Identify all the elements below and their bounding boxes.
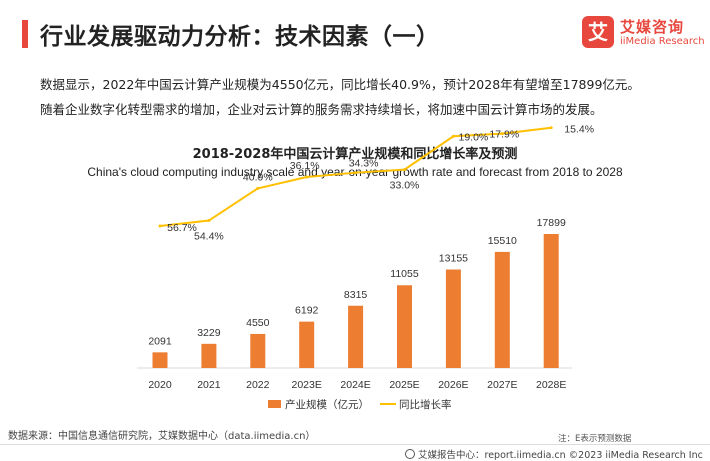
x-tick-2021: 2021: [197, 379, 221, 391]
bar-2023E: [299, 321, 315, 368]
logo-chinese-name: 艾媒咨询: [620, 18, 685, 36]
growth-point-2027E: [500, 132, 504, 136]
line-label-2020: 56.7%: [167, 222, 197, 234]
data-source: 数据来源：中国信息通信研究院，艾媒数据中心（data.iimedia.cn）: [8, 431, 316, 442]
legend-line-label: 同比增长率: [399, 398, 452, 411]
bar-2025E: [397, 285, 412, 368]
line-label-2021: 54.4%: [194, 231, 224, 243]
report-center-icon: [405, 449, 415, 459]
x-tick-2025E: 2025E: [389, 379, 419, 391]
line-label-2023E: 36.1%: [290, 160, 320, 172]
bar-label-2027E: 15510: [488, 235, 517, 247]
title-accent-bar: [22, 20, 28, 48]
line-label-2027E: 17.9%: [489, 129, 519, 141]
footer-copyright: 艾媒报告中心：report.iimedia.cn ©2023 iiMedia R…: [405, 447, 703, 461]
bar-label-2023E: 6192: [295, 305, 319, 317]
bar-label-2028E: 17899: [537, 217, 566, 229]
growth-point-2024E: [354, 171, 358, 175]
forecast-note: 注：E表示预测数据: [558, 434, 632, 444]
growth-point-2026E: [451, 134, 455, 138]
page-title: 行业发展驱动力分析：技术因素（一）: [40, 24, 440, 50]
growth-point-2028E: [549, 126, 553, 130]
x-tick-2027E: 2027E: [487, 379, 517, 391]
x-tick-2020: 2020: [148, 379, 172, 391]
legend-bar-swatch: [268, 400, 281, 408]
x-tick-2024E: 2024E: [340, 379, 370, 391]
bar-label-2021: 3229: [197, 327, 221, 339]
growth-point-2022: [256, 186, 260, 190]
growth-rate-line: [159, 126, 552, 227]
growth-point-2025E: [403, 168, 406, 172]
chart-title: 2018-2028年中国云计算产业规模和同比增长率及预测: [192, 147, 518, 162]
growth-point-2023E: [305, 175, 309, 179]
legend-bar-label: 产业规模（亿元）: [285, 398, 369, 411]
bar-label-2020: 2091: [148, 335, 172, 347]
bar-label-2022: 4550: [246, 317, 270, 329]
growth-point-2021: [207, 219, 211, 223]
footer-copyright-text: 艾媒报告中心：report.iimedia.cn ©2023 iiMedia R…: [418, 450, 703, 461]
growth-point-2020: [158, 224, 162, 228]
bar-2028E: [543, 234, 559, 368]
x-tick-2026E: 2026E: [438, 379, 468, 391]
bar-2026E: [445, 269, 461, 368]
bar-2021: [201, 343, 217, 368]
footer-divider: [0, 444, 710, 445]
line-label-2028E: 15.4%: [564, 124, 594, 136]
bar-2024E: [348, 305, 364, 368]
x-tick-2028E: 2028E: [536, 379, 566, 391]
summary-text: 数据显示，2022年中国云计算产业规模为4550亿元，同比增长40.9%，预计2…: [40, 72, 690, 122]
summary-line-1: 数据显示，2022年中国云计算产业规模为4550亿元，同比增长40.9%，预计2…: [40, 77, 640, 92]
logo-english-name: iiMedia Research: [620, 36, 705, 47]
bar-2022: [250, 333, 266, 368]
x-tick-2023E: 2023E: [292, 379, 322, 391]
summary-line-2: 随着企业数字化转型需求的增加，企业对云计算的服务需求持续增长，将加速中国云计算市…: [40, 102, 603, 117]
bar-2020: [152, 352, 168, 368]
x-tick-2022: 2022: [246, 379, 270, 391]
line-label-2024E: 34.3%: [349, 158, 379, 170]
bar-label-2024E: 8315: [344, 289, 368, 301]
line-label-2026E: 19.0%: [459, 131, 489, 143]
iimedia-logo: 艾 艾媒咨询 iiMedia Research: [582, 10, 705, 54]
line-label-2025E: 33.0%: [390, 180, 420, 192]
bar-label-2026E: 13155: [439, 253, 468, 265]
line-label-2022: 40.9%: [243, 171, 273, 183]
bar-label-2025E: 11055: [390, 268, 419, 280]
logo-mark-icon: 艾: [582, 16, 614, 48]
bar-2027E: [494, 251, 510, 368]
